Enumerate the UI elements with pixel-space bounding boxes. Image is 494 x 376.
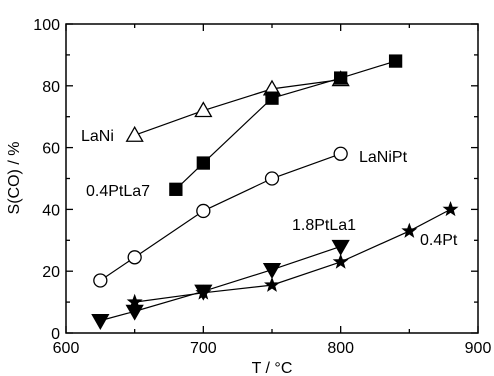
y-tick-label: 0: [51, 326, 60, 343]
axis-ticks: [65, 23, 479, 334]
point-lani: [125, 125, 144, 142]
point-18ptla1: [331, 239, 350, 256]
y-tick-label: 20: [42, 264, 60, 281]
series-label-04pt: 0.4Pt: [420, 232, 458, 249]
x-tick-label: 900: [465, 340, 492, 357]
series-line-04pt: [134, 208, 451, 303]
point-lanipt: [264, 171, 280, 186]
series-lines: [99, 60, 451, 322]
point-04pt: [264, 276, 280, 292]
point-04pt: [442, 201, 459, 217]
point-04pt: [332, 253, 349, 269]
point-18ptla1: [262, 263, 282, 279]
y-axis-title: S(CO) / %: [6, 142, 23, 215]
series-label-04ptla7: 0.4PtLa7: [86, 183, 150, 200]
y-tick-label: 40: [42, 202, 60, 219]
y-tick-label: 60: [42, 141, 60, 158]
point-04pt: [401, 222, 418, 238]
point-lanipt: [127, 250, 142, 265]
series-label-lanipt: LaNiPt: [359, 149, 408, 166]
point-04ptla7: [388, 54, 403, 68]
x-tick-label: 600: [53, 340, 80, 357]
point-lani: [194, 101, 213, 118]
y-tick-labels: 0 20 40 60 80 100: [33, 17, 60, 343]
point-04ptla7: [334, 71, 348, 85]
series-line-lani: [134, 79, 341, 136]
point-04ptla7: [169, 182, 183, 196]
x-tick-labels: 600 700 800 900: [53, 340, 492, 357]
series-line-04ptla7: [175, 60, 396, 190]
point-lanipt: [196, 203, 211, 219]
x-tick-label: 700: [190, 340, 217, 357]
series-label-lani: LaNi: [81, 128, 114, 145]
y-tick-label: 100: [33, 17, 60, 34]
series-label-18ptla1: 1.8PtLa1: [292, 217, 356, 234]
point-04ptla7: [265, 91, 279, 105]
point-lanipt: [333, 146, 348, 161]
point-lanipt: [93, 273, 108, 288]
point-04ptla7: [196, 156, 210, 170]
point-04pt: [126, 293, 143, 309]
x-axis-title: T / °C: [252, 360, 293, 376]
point-04pt: [195, 284, 212, 300]
x-tick-label: 800: [327, 340, 354, 357]
y-tick-label: 80: [42, 79, 60, 96]
series-markers: [91, 54, 459, 330]
point-18ptla1: [91, 313, 110, 330]
